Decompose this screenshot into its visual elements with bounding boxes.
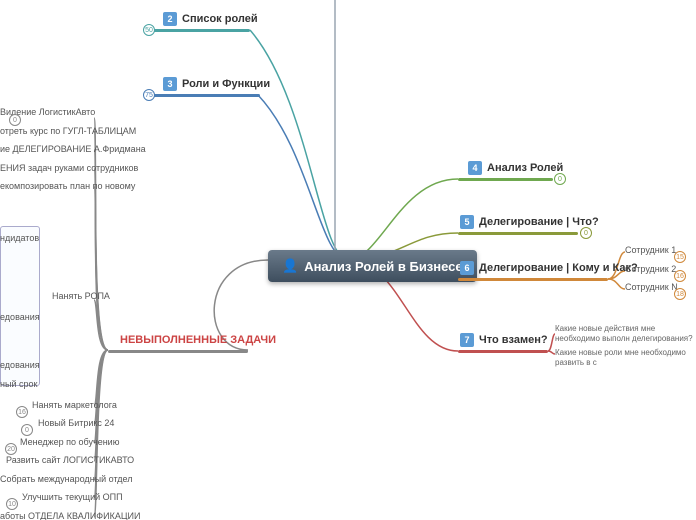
branch-unfinished-label: НЕВЫПОЛНЕННЫЕ ЗАДАЧИ	[120, 334, 276, 346]
mindmap-canvas[interactable]: 👤 Анализ Ролей в Бизнесе 2Список ролей50…	[0, 0, 696, 520]
branch-7-label: Что взамен?	[479, 334, 548, 346]
progress-badge: 16	[674, 270, 686, 282]
num-badge-5: 5	[460, 215, 474, 229]
progress-badge: 18	[674, 288, 686, 300]
child-node[interactable]: Сотрудник 2	[625, 264, 676, 274]
branch-4[interactable]: 4 Анализ Ролей	[468, 161, 563, 175]
leaf-node[interactable]: Собрать международный отдел	[0, 474, 133, 484]
leaf-node[interactable]: аботы ОТДЕЛА КВАЛИФИКАЦИИ	[0, 511, 140, 520]
branch-4-bar	[458, 178, 553, 181]
leaf-node[interactable]: едования	[0, 360, 40, 370]
progress-badge: 20	[5, 443, 17, 455]
branch-3-bar	[150, 94, 260, 97]
progress-badge: 0	[554, 173, 566, 185]
branch-5[interactable]: 5 Делегирование | Что?	[460, 215, 599, 229]
branch-6-bar	[458, 278, 608, 281]
branch-7[interactable]: 7 Что взамен?	[460, 333, 548, 347]
branch-7-bar	[458, 350, 548, 353]
leaf-node[interactable]: едования	[0, 312, 40, 322]
leaf-node[interactable]: Улучшить текущий ОПП	[22, 492, 123, 502]
branch-5-label: Делегирование | Что?	[479, 216, 599, 228]
leaf-node[interactable]: ие ДЕЛЕГИРОВАНИЕ А.Фридмана	[0, 144, 94, 154]
child-node[interactable]: Какие новые действия мне необходимо выпо…	[555, 324, 695, 345]
leaf-node[interactable]: ный срок	[0, 379, 37, 389]
branch-unfinished-bar	[108, 350, 248, 353]
branch-6-label: Делегирование | Кому и Как?	[479, 262, 638, 274]
leaf-node[interactable]: екомпозировать план по новому	[0, 181, 94, 191]
progress-badge: 0	[21, 424, 33, 436]
leaf-node[interactable]: ндидатов	[0, 233, 39, 243]
leaf-node[interactable]: Менеджер по обучению	[20, 437, 119, 447]
progress-badge: 16	[16, 406, 28, 418]
child-node[interactable]: Сотрудник N	[625, 282, 678, 292]
leaf-node[interactable]: Нанять маркетолога	[32, 400, 117, 410]
branch-2-bar	[150, 29, 250, 32]
leaf-node[interactable]: Новый Битрикс 24	[38, 418, 114, 428]
num-badge-6: 6	[460, 261, 474, 275]
child-node[interactable]: Какие новые роли мне необходимо развить …	[555, 348, 695, 369]
leaf-node[interactable]: Нанять РОПА	[52, 291, 110, 301]
branch-2-label: Список ролей	[182, 13, 258, 25]
central-icon: 👤	[282, 258, 298, 274]
branch-6[interactable]: 6 Делегирование | Кому и Как?	[460, 261, 638, 275]
branch-4-label: Анализ Ролей	[487, 162, 563, 174]
branch-3[interactable]: 3 Роли и Функции	[163, 77, 270, 91]
num-badge-3: 3	[163, 77, 177, 91]
progress-badge: 0	[580, 227, 592, 239]
branch-5-bar	[458, 232, 578, 235]
branch-2[interactable]: 2 Список ролей	[163, 12, 258, 26]
branch-3-label: Роли и Функции	[182, 78, 270, 90]
progress-badge: 75	[143, 89, 155, 101]
progress-badge: 50	[143, 24, 155, 36]
leaf-node[interactable]: отреть курс по ГУГЛ-ТАБЛИЦАМ	[0, 126, 94, 136]
branch-unfinished[interactable]: НЕВЫПОЛНЕННЫЕ ЗАДАЧИ	[120, 334, 276, 346]
leaf-node[interactable]: Развить сайт ЛОГИСТИКАВТО	[6, 455, 134, 465]
num-badge-2: 2	[163, 12, 177, 26]
child-node[interactable]: Сотрудник 1	[625, 245, 676, 255]
central-node[interactable]: 👤 Анализ Ролей в Бизнесе	[268, 250, 477, 282]
num-badge-7: 7	[460, 333, 474, 347]
progress-badge: 10	[6, 498, 18, 510]
num-badge-4: 4	[468, 161, 482, 175]
leaf-node[interactable]: ЕНИЯ задач руками сотрудников	[0, 163, 94, 173]
central-label: Анализ Ролей в Бизнесе	[304, 259, 462, 274]
progress-badge: 0	[9, 114, 21, 126]
progress-badge: 15	[674, 251, 686, 263]
